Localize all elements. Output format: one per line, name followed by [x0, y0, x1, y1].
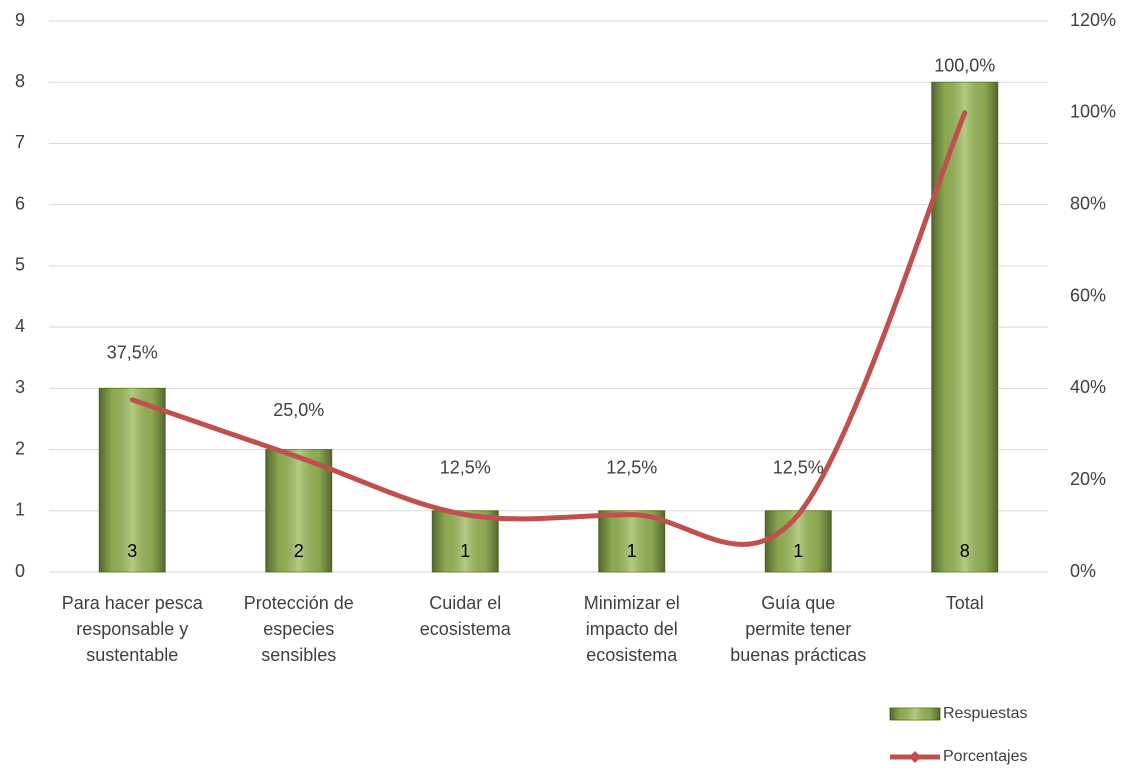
x-tick-line: responsable y: [76, 619, 188, 639]
x-tick-label: Guía que permite tener buenas prácticas: [730, 593, 866, 665]
x-tick-line: Cuidar el: [429, 593, 501, 613]
line-value-label: 12,5%: [606, 457, 657, 477]
y-tick-label: 2: [15, 438, 25, 458]
x-tick-line: Para hacer pesca: [62, 593, 204, 613]
x-tick-line: buenas prácticas: [730, 645, 866, 665]
bar-shade: [432, 510, 499, 572]
line-value-label: 25,0%: [273, 400, 324, 420]
x-tick-label: Protección de especies sensibles: [244, 593, 354, 665]
x-tick-line: ecosistema: [586, 645, 678, 665]
y-tick-label: 0: [15, 561, 25, 581]
legend-label: Porcentajes: [943, 748, 1028, 765]
legend-swatch-shade: [890, 708, 940, 720]
x-tick-label: Para hacer pesca responsable y sustentable: [62, 593, 204, 665]
y-tick-label: 7: [15, 132, 25, 152]
bar-value-label: 1: [793, 541, 803, 561]
x-tick-label: Minimizar el impacto del ecosistema: [584, 593, 680, 665]
x-tick-line: impacto del: [586, 619, 678, 639]
bar-value-label: 8: [960, 541, 970, 561]
bar-value-label: 2: [294, 541, 304, 561]
y-tick-label: 4: [15, 316, 25, 336]
x-tick-line: ecosistema: [420, 619, 512, 639]
y-tick-label: 8: [15, 71, 25, 91]
legend-marker: [909, 751, 921, 763]
x-tick-line: especies: [263, 619, 334, 639]
y2-tick-label: 60%: [1070, 285, 1106, 305]
x-tick-line: Minimizar el: [584, 593, 680, 613]
y2-tick-label: 100%: [1070, 102, 1116, 122]
line-value-label: 100,0%: [934, 56, 995, 76]
bar-value-label: 3: [127, 541, 137, 561]
x-tick-line: Protección de: [244, 593, 354, 613]
line-value-label: 12,5%: [440, 457, 491, 477]
y2-tick-label: 80%: [1070, 193, 1106, 213]
line-value-label: 37,5%: [107, 343, 158, 363]
line: [129, 110, 968, 547]
x-tick-line: Total: [946, 593, 984, 613]
x-tick-label: Total: [946, 593, 984, 613]
bar-shade: [99, 388, 166, 572]
y-tick-label: 1: [15, 500, 25, 520]
bar-shade: [931, 82, 998, 572]
x-tick-line: sustentable: [86, 645, 178, 665]
line-value-label: 12,5%: [773, 457, 824, 477]
x-tick-line: permite tener: [745, 619, 851, 639]
y-tick-label: 6: [15, 193, 25, 213]
x-tick-line: sensibles: [261, 645, 336, 665]
bar-value-label: 1: [460, 541, 470, 561]
bar-shade: [598, 510, 665, 572]
y2-tick-label: 40%: [1070, 377, 1106, 397]
y-tick-label: 3: [15, 377, 25, 397]
y-tick-label: 5: [15, 255, 25, 275]
x-tick-line: Guía que: [761, 593, 835, 613]
y2-tick-label: 20%: [1070, 469, 1106, 489]
x-tick-label: Cuidar el ecosistema: [420, 593, 512, 639]
bar-shade: [265, 449, 332, 572]
bar-value-label: 1: [627, 541, 637, 561]
y2-tick-label: 0%: [1070, 561, 1096, 581]
y2-tick-label: 120%: [1070, 10, 1116, 30]
legend-label: Respuestas: [943, 705, 1028, 722]
bar-shade: [765, 510, 832, 572]
y-tick-label: 9: [15, 10, 25, 30]
